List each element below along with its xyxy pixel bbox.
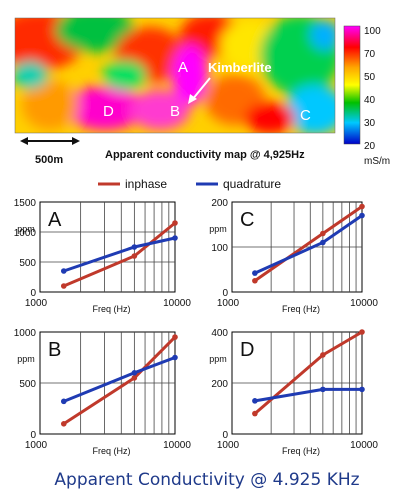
- data-point-quadrature: [172, 354, 178, 361]
- legend-label-quadrature: quadrature: [223, 177, 281, 191]
- x-tick-label: 10000: [163, 298, 191, 309]
- data-point-quadrature: [60, 398, 67, 405]
- y-tick-label: 1000: [14, 228, 37, 239]
- x-axis-label: Freq (Hz): [93, 446, 131, 456]
- y-tick-label: 0: [30, 430, 36, 441]
- colorbar-tick-label: 100: [364, 26, 381, 37]
- y-tick-label: 500: [19, 379, 36, 390]
- data-point-inphase: [172, 334, 178, 340]
- y-tick-label: 100: [211, 243, 228, 254]
- data-point-quadrature: [172, 235, 178, 241]
- x-tick-label: 1000: [217, 298, 240, 309]
- y-axis-label: ppm: [209, 224, 227, 234]
- panel-c: 0 100 200 ppm 1000 10000 Freq (Hz) C: [209, 198, 378, 314]
- y-tick-label: 1000: [14, 328, 37, 339]
- y-axis-label: ppm: [209, 354, 227, 364]
- x-axis-label: Freq (Hz): [282, 446, 320, 456]
- colorbar-tick-label: 40: [364, 95, 376, 106]
- conductivity-map: A B C D Kimberlite: [14, 17, 336, 134]
- y-tick-label: 200: [211, 379, 228, 390]
- x-axis-label: Freq (Hz): [282, 304, 320, 314]
- panel-label: A: [48, 209, 62, 231]
- kimberlite-label: Kimberlite: [208, 60, 272, 75]
- x-axis-label: Freq (Hz): [93, 304, 131, 314]
- panel-label: B: [48, 339, 61, 361]
- data-point-quadrature: [60, 268, 67, 274]
- site-label-c: C: [300, 107, 311, 124]
- site-label-b: B: [170, 103, 180, 120]
- scale-bar: 500m: [20, 137, 80, 166]
- data-point-inphase: [252, 410, 258, 417]
- y-tick-label: 1500: [14, 198, 37, 209]
- data-point-quadrature: [131, 370, 138, 376]
- data-point-inphase: [131, 375, 138, 381]
- y-tick-label: 500: [19, 258, 36, 269]
- colorbar-unit: mS/m: [364, 156, 390, 167]
- data-point-quadrature: [359, 212, 365, 219]
- colorbar-tick-label: 50: [364, 72, 376, 83]
- kimberlite-arrowhead: [188, 94, 197, 104]
- colorbar-tick-label: 70: [364, 49, 376, 60]
- data-point-inphase: [172, 220, 178, 226]
- y-tick-label: 200: [211, 198, 228, 209]
- x-tick-label: 10000: [350, 440, 378, 451]
- data-point-inphase: [60, 283, 67, 289]
- x-tick-label: 10000: [350, 298, 378, 309]
- data-point-inphase: [359, 329, 365, 335]
- panel-frame: [39, 201, 176, 293]
- y-tick-label: 0: [222, 288, 228, 299]
- data-point-inphase: [252, 277, 258, 284]
- colorbar-tick-label: 30: [364, 118, 376, 129]
- data-point-quadrature: [252, 398, 258, 404]
- legend: inphase quadrature: [98, 177, 281, 191]
- data-point-inphase: [359, 203, 365, 210]
- data-point-inphase: [131, 253, 138, 259]
- panel-d: 0 200 400 ppm 1000 10000 Freq (Hz) D: [209, 328, 378, 456]
- x-tick-label: 1000: [217, 440, 240, 451]
- data-point-inphase: [320, 352, 326, 358]
- colorbar-tick-label: 20: [364, 141, 376, 152]
- y-axis-label: ppm: [17, 224, 35, 234]
- panel-label: D: [240, 339, 254, 361]
- y-axis-label: ppm: [17, 354, 35, 364]
- kimberlite-arrow: [191, 77, 211, 101]
- data-point-quadrature: [252, 270, 258, 276]
- data-point-quadrature: [320, 239, 326, 246]
- y-tick-label: 400: [211, 328, 228, 339]
- x-tick-label: 1000: [25, 440, 48, 451]
- scale-bar-label: 500m: [35, 154, 63, 166]
- y-tick-label: 0: [30, 288, 36, 299]
- colorbar: 100 70 50 40 30 20 mS/m: [343, 25, 390, 167]
- y-tick-label: 0: [222, 430, 228, 441]
- site-label-a: A: [178, 59, 188, 76]
- data-point-quadrature: [320, 386, 326, 393]
- panel-label: C: [240, 209, 254, 231]
- panel-b: 0 500 1000 ppm 1000 10000 Freq (Hz) B: [14, 328, 192, 456]
- data-point-quadrature: [131, 244, 138, 250]
- data-point-quadrature: [359, 386, 365, 393]
- x-tick-label: 1000: [25, 298, 48, 309]
- x-tick-label: 10000: [163, 440, 191, 451]
- figure-caption: Apparent Conductivity @ 4.925 KHz: [54, 470, 360, 490]
- map-subtitle: Apparent conductivity map @ 4,925Hz: [105, 149, 305, 161]
- site-label-d: D: [103, 103, 114, 120]
- data-point-inphase: [60, 421, 67, 427]
- legend-label-inphase: inphase: [125, 177, 167, 191]
- data-point-inphase: [320, 230, 326, 237]
